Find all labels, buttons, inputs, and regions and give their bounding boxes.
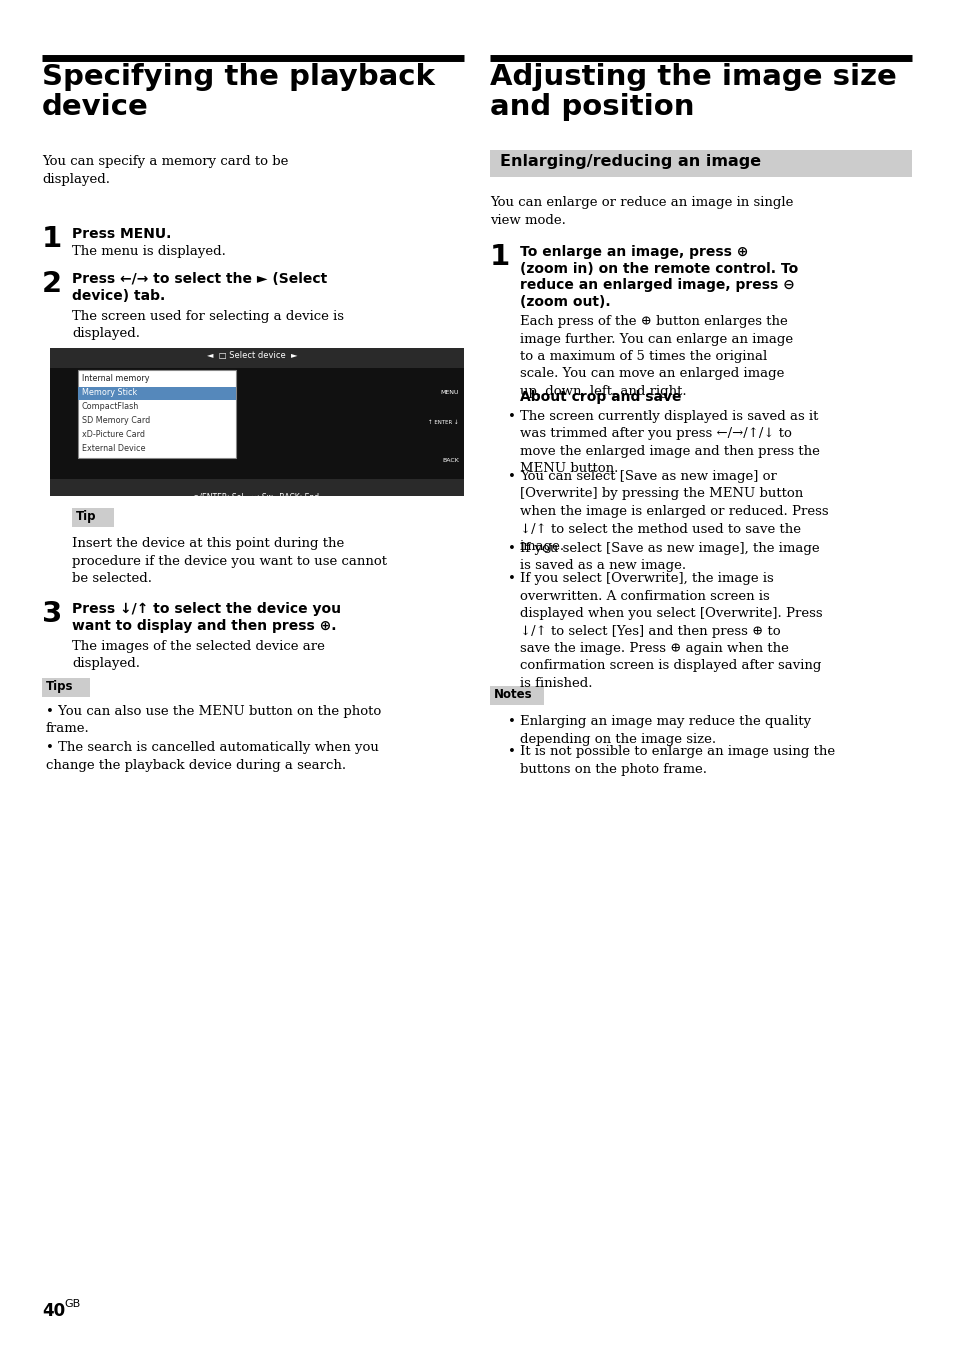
Text: •: • — [507, 572, 516, 585]
Text: It is not possible to enlarge an image using the
buttons on the photo frame.: It is not possible to enlarge an image u… — [519, 745, 834, 776]
Text: • The search is cancelled automatically when you
change the playback device duri: • The search is cancelled automatically … — [46, 741, 378, 772]
Text: If you select [Save as new image], the image
is saved as a new image.: If you select [Save as new image], the i… — [519, 542, 819, 572]
Text: To enlarge an image, press ⊕
(zoom in) on the remote control. To
reduce an enlar: To enlarge an image, press ⊕ (zoom in) o… — [519, 245, 798, 310]
Bar — [71, 508, 113, 527]
Text: GB: GB — [64, 1299, 80, 1309]
Bar — [490, 150, 911, 177]
Text: Internal memory: Internal memory — [82, 375, 150, 383]
Text: Press ←/→ to select the ► (Select
device) tab.: Press ←/→ to select the ► (Select device… — [71, 272, 327, 303]
Text: •: • — [507, 715, 516, 727]
Text: Tips: Tips — [46, 680, 73, 694]
Text: •: • — [507, 410, 516, 423]
Text: The screen used for selecting a device is
displayed.: The screen used for selecting a device i… — [71, 310, 344, 341]
Bar — [78, 387, 235, 400]
Text: ⊕/ENTER: Sel.  ↔: Sw.  BACK: End.: ⊕/ENTER: Sel. ↔: Sw. BACK: End. — [193, 492, 321, 502]
Text: You can specify a memory card to be
displayed.: You can specify a memory card to be disp… — [42, 155, 288, 185]
Bar — [490, 685, 543, 704]
Text: Enlarging/reducing an image: Enlarging/reducing an image — [499, 154, 760, 169]
Text: •: • — [507, 745, 516, 758]
Text: • You can also use the MENU button on the photo
frame.: • You can also use the MENU button on th… — [46, 704, 381, 735]
Text: ↑ ENTER ↓: ↑ ENTER ↓ — [428, 420, 458, 425]
Text: •: • — [507, 470, 516, 483]
Text: BACK: BACK — [441, 458, 458, 462]
Text: Insert the device at this point during the
procedure if the device you want to u: Insert the device at this point during t… — [71, 537, 387, 585]
Text: 1: 1 — [490, 243, 510, 270]
Text: Press ↓/↑ to select the device you
want to display and then press ⊕.: Press ↓/↑ to select the device you want … — [71, 602, 340, 633]
Text: Enlarging an image may reduce the quality
depending on the image size.: Enlarging an image may reduce the qualit… — [519, 715, 810, 745]
Text: Each press of the ⊕ button enlarges the
image further. You can enlarge an image
: Each press of the ⊕ button enlarges the … — [519, 315, 792, 397]
Text: External Device: External Device — [82, 443, 146, 453]
Text: The images of the selected device are
displayed.: The images of the selected device are di… — [71, 639, 325, 671]
Text: xD-Picture Card: xD-Picture Card — [82, 430, 145, 439]
Text: CompactFlash: CompactFlash — [82, 402, 139, 411]
Text: Memory Stick: Memory Stick — [82, 388, 137, 397]
Text: 2: 2 — [42, 270, 62, 297]
Text: If you select [Overwrite], the image is
overwritten. A confirmation screen is
di: If you select [Overwrite], the image is … — [519, 572, 821, 690]
Text: You can select [Save as new image] or
[Overwrite] by pressing the MENU button
wh: You can select [Save as new image] or [O… — [519, 470, 828, 553]
Text: MENU: MENU — [440, 389, 458, 395]
Text: About crop and save: About crop and save — [519, 389, 680, 404]
Text: 40: 40 — [42, 1302, 65, 1320]
Bar — [42, 677, 90, 698]
Text: Tip: Tip — [76, 510, 96, 523]
Text: Specifying the playback
device: Specifying the playback device — [42, 64, 435, 122]
Text: 3: 3 — [42, 600, 62, 627]
Text: 1: 1 — [42, 224, 62, 253]
Text: Press MENU.: Press MENU. — [71, 227, 172, 241]
Text: •: • — [507, 542, 516, 556]
Text: The screen currently displayed is saved as it
was trimmed after you press ←/→/↑/: The screen currently displayed is saved … — [519, 410, 819, 476]
Bar — [50, 479, 463, 496]
Bar — [50, 347, 463, 496]
Bar — [78, 370, 235, 458]
Bar — [50, 347, 463, 368]
Text: ◄  □ Select device  ►: ◄ □ Select device ► — [207, 352, 297, 360]
Text: Adjusting the image size
and position: Adjusting the image size and position — [490, 64, 896, 122]
Text: SD Memory Card: SD Memory Card — [82, 416, 150, 425]
Text: Notes: Notes — [494, 688, 532, 700]
Text: The menu is displayed.: The menu is displayed. — [71, 245, 226, 258]
Text: You can enlarge or reduce an image in single
view mode.: You can enlarge or reduce an image in si… — [490, 196, 793, 227]
